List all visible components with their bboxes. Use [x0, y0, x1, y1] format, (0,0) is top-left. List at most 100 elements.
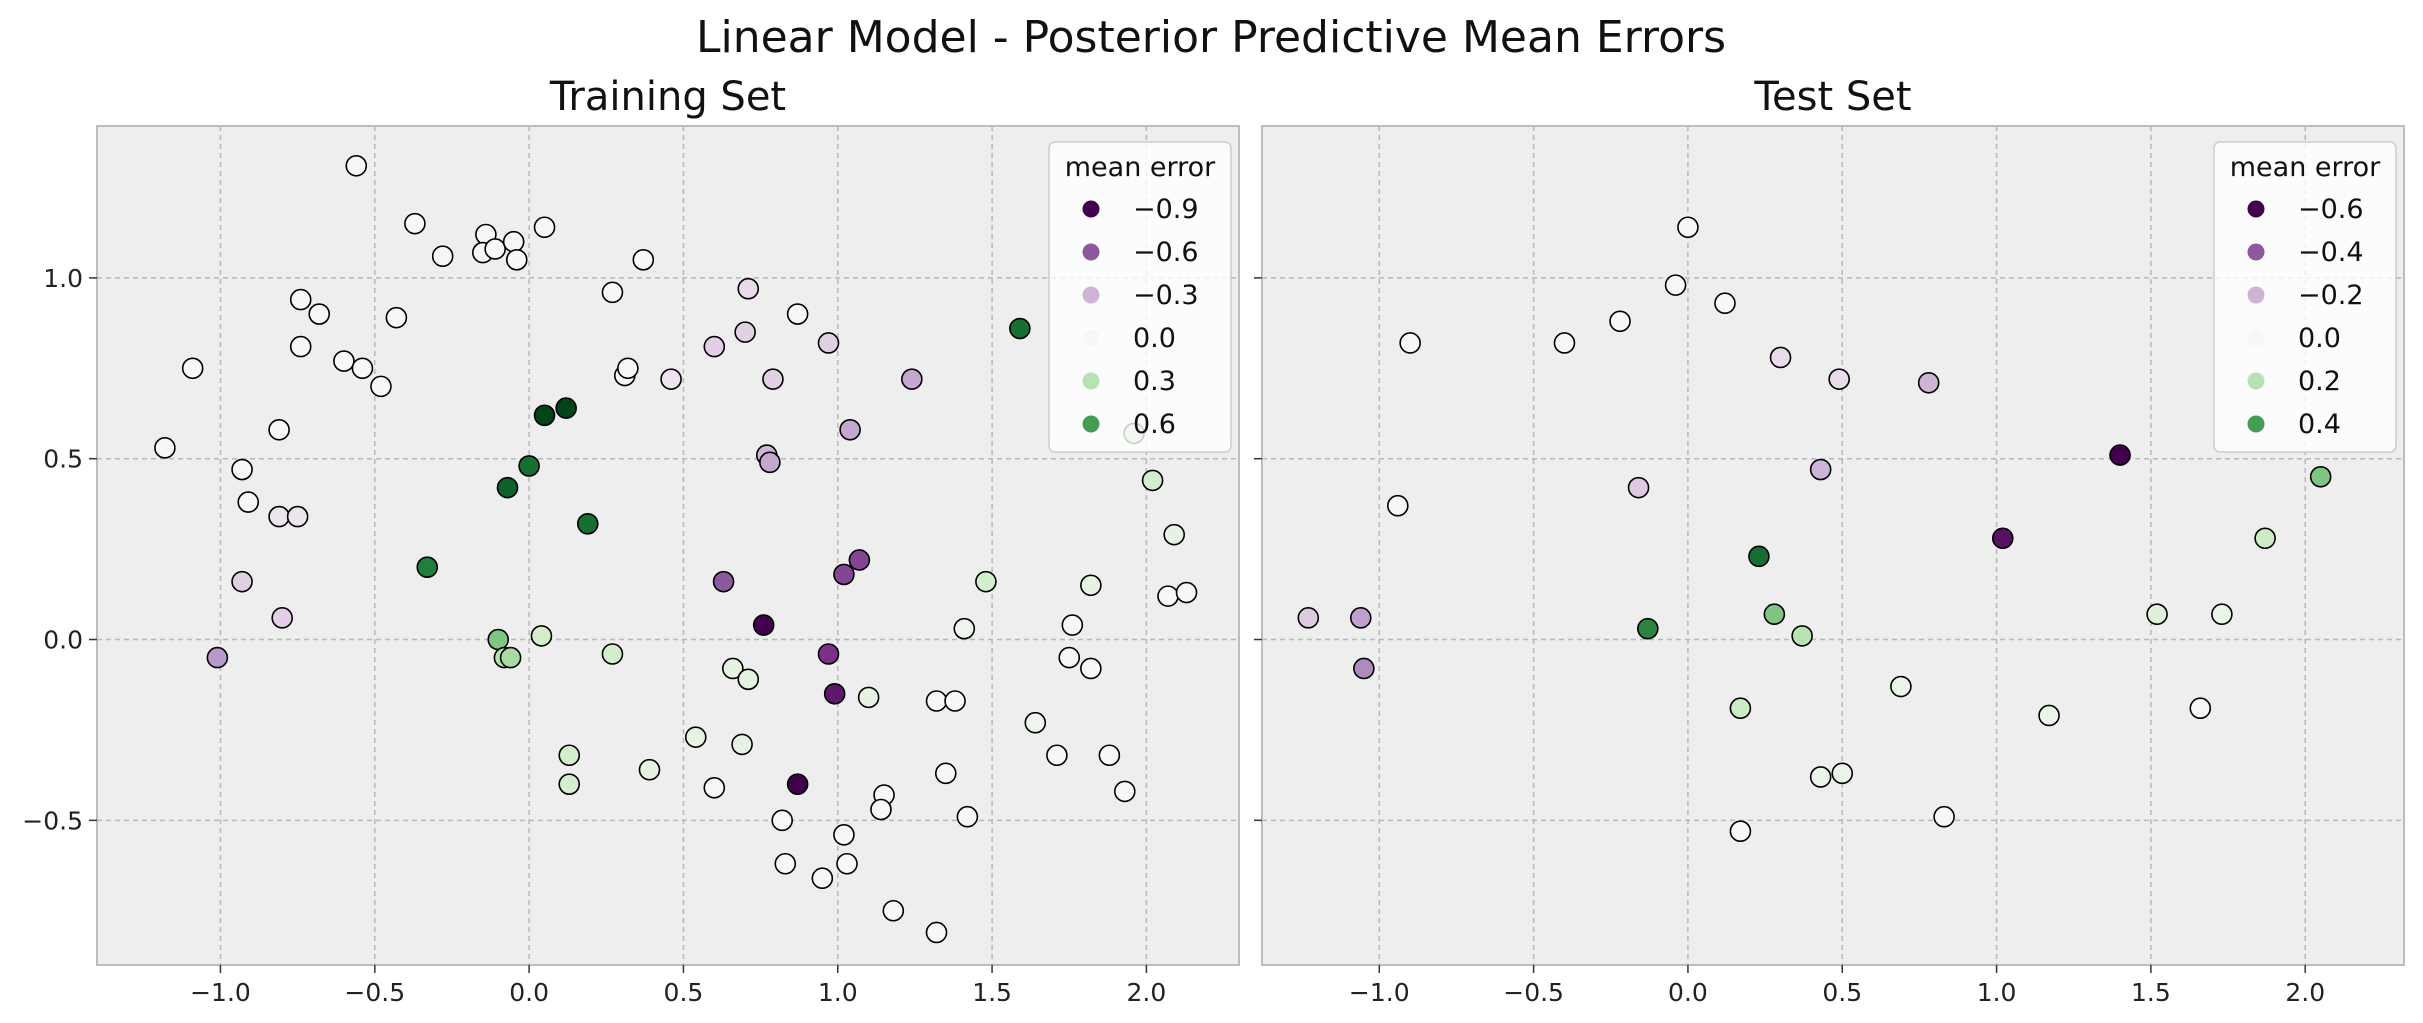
data-point: [1163, 523, 1185, 546]
data-point: [774, 852, 797, 875]
data-point: [1387, 494, 1409, 517]
training-legend: mean error −0.9 −0.6 −0.3 0.0 0.3 0.6: [1048, 141, 1232, 453]
data-point: [1769, 346, 1792, 369]
legend-marker: [1082, 286, 1100, 304]
data-point: [2254, 527, 2276, 550]
training-panel: Training Set −1.0 −0.5 0.0 0.5 1.0 1.5 2.0 −0.5 0…: [22, 74, 1240, 1007]
data-point: [703, 776, 726, 799]
data-point: [1080, 574, 1102, 597]
data-point: [1058, 646, 1081, 669]
data-point: [231, 458, 253, 481]
test-xtick-label: 2.0: [2285, 978, 2325, 1007]
legend-label: −0.2: [2298, 280, 2364, 311]
data-point: [1553, 332, 1576, 354]
data-point: [487, 628, 510, 651]
training-xtick-label: 0.0: [509, 978, 549, 1007]
legend-marker: [2247, 415, 2265, 433]
data-point: [505, 249, 528, 271]
test-xtick-label: −0.5: [1503, 978, 1564, 1007]
legend-marker: [2247, 372, 2265, 390]
data-point: [1917, 371, 1940, 394]
data-point: [1729, 697, 1752, 720]
legend-label: −0.4: [2298, 237, 2364, 268]
training-xtick-label: −0.5: [344, 978, 405, 1007]
legend-label: 0.0: [1133, 323, 1176, 354]
data-point: [953, 617, 976, 640]
data-point: [2109, 444, 2131, 466]
legend-marker: [1082, 243, 1100, 261]
data-point: [786, 773, 809, 795]
test-xtick-label: 0.5: [1822, 978, 1862, 1007]
data-point: [1046, 744, 1068, 767]
data-point: [833, 824, 855, 846]
data-point: [1353, 657, 1375, 680]
test-points: [1297, 216, 2332, 842]
data-point: [558, 744, 581, 767]
data-point: [333, 350, 355, 372]
data-point: [1677, 216, 1699, 239]
data-point: [934, 762, 957, 785]
data-point: [1933, 805, 1955, 828]
data-point: [811, 867, 834, 890]
data-point: [1748, 545, 1770, 568]
data-point: [1157, 585, 1179, 607]
data-point: [237, 491, 260, 513]
data-point: [848, 549, 871, 571]
training-xtick-label: −1.0: [190, 978, 251, 1007]
data-point: [351, 357, 374, 380]
data-point: [786, 303, 809, 325]
data-point: [268, 505, 290, 528]
training-xtick-label: 1.0: [818, 978, 858, 1007]
data-point: [1809, 458, 1832, 481]
data-point: [817, 332, 840, 354]
data-point: [759, 451, 781, 474]
data-point: [956, 805, 979, 828]
data-point: [1627, 476, 1650, 499]
data-point: [555, 397, 577, 419]
data-point: [431, 245, 454, 267]
data-point: [1061, 614, 1084, 636]
data-point: [499, 646, 522, 669]
training-frame: [96, 125, 1240, 966]
legend-marker: [1082, 200, 1100, 218]
data-point: [268, 418, 290, 441]
data-point: [857, 686, 880, 709]
legend-label: −0.3: [1133, 280, 1199, 311]
data-point: [1729, 820, 1752, 842]
legend-marker: [1082, 372, 1100, 390]
data-point: [632, 249, 655, 271]
test-legend: mean error −0.6 −0.4 −0.2 0.0 0.2 0.4: [2213, 141, 2397, 453]
test-panel: Test Set −1.0 −0.5 0.0 0.5 1.0 1.5 2.0 mean erro…: [1254, 74, 2405, 1007]
data-point: [1637, 617, 1659, 640]
training-xtick-label: 2.0: [1127, 978, 1167, 1007]
data-point: [1890, 675, 1912, 698]
data-point: [154, 437, 176, 459]
data-point: [833, 563, 855, 586]
data-point: [206, 646, 229, 669]
data-point: [601, 281, 624, 304]
training-points: [154, 154, 1198, 944]
data-point: [2211, 603, 2233, 626]
data-point: [752, 614, 775, 636]
data-point: [2038, 704, 2060, 727]
training-legend-title: mean error: [1065, 152, 1216, 183]
data-point: [771, 809, 794, 832]
legend-label: 0.4: [2298, 409, 2341, 440]
training-xtick-label: 0.5: [664, 978, 704, 1007]
data-point: [703, 335, 726, 358]
data-point: [925, 921, 948, 944]
data-point: [1809, 766, 1832, 788]
data-point: [1024, 711, 1047, 734]
data-point: [2309, 465, 2332, 488]
training-ytick-label: 0.5: [43, 445, 83, 474]
data-point: [518, 455, 540, 477]
data-point: [286, 505, 309, 528]
data-point: [722, 657, 744, 680]
data-point: [734, 321, 756, 343]
data-point: [1763, 603, 1786, 626]
data-point: [712, 570, 735, 593]
test-legend-title: mean error: [2230, 152, 2381, 183]
data-point: [737, 668, 760, 691]
data-point: [684, 726, 707, 748]
